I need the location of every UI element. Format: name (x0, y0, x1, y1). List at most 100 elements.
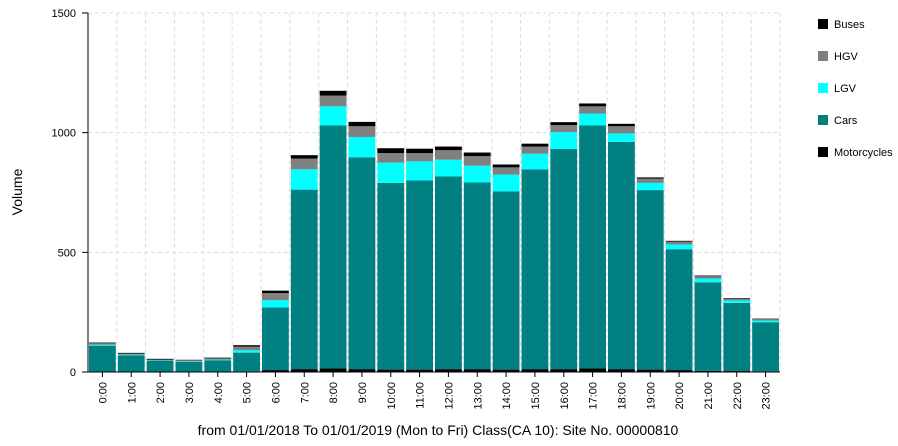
bar-segment (608, 369, 635, 372)
bar-segment (550, 125, 578, 133)
x-tick-label: 3:00 (184, 382, 196, 403)
bar-segment (694, 370, 722, 372)
x-tick-label: 1:00 (126, 382, 138, 403)
bar-segment (377, 162, 405, 183)
bar-segment (694, 276, 722, 279)
bar-segment (636, 178, 664, 183)
bar-segment (175, 360, 203, 362)
bar-segment (665, 370, 693, 372)
bar-segment (521, 369, 549, 372)
bar-segment (117, 355, 145, 372)
bar-segment (435, 146, 462, 151)
bar-segment (262, 290, 289, 294)
bar-segment (492, 167, 520, 175)
bar-segment (377, 369, 405, 372)
bar-segment (348, 369, 376, 372)
bar-segment (348, 157, 376, 370)
bar-segment (233, 345, 260, 347)
bar-segment (665, 244, 693, 250)
y-tick-label: 1000 (52, 128, 76, 140)
bar-segment (406, 369, 433, 372)
bar-segment (348, 126, 376, 137)
bar-segment (723, 302, 751, 372)
x-tick-label: 15:00 (530, 382, 542, 410)
bar-segment (521, 143, 549, 147)
legend-label: Motorcycles (834, 147, 893, 159)
x-tick-label: 9:00 (357, 382, 369, 403)
bar-segment (550, 122, 578, 126)
bar-segment (435, 150, 462, 160)
x-tick-label: 11:00 (415, 382, 427, 409)
x-tick-label: 13:00 (472, 382, 484, 410)
x-tick-label: 22:00 (732, 382, 744, 410)
bar-segment (406, 180, 433, 370)
x-tick-label: 10:00 (386, 382, 398, 410)
bar-segment (204, 360, 232, 372)
bar-segment (463, 152, 491, 157)
bar-segment (233, 350, 260, 353)
bar-segment (463, 369, 491, 372)
bar-segment (636, 369, 664, 372)
bar-segment (492, 164, 520, 168)
y-axis-label: Volume (9, 168, 25, 215)
bar-segment (492, 191, 520, 370)
x-tick-label: 21:00 (703, 382, 715, 410)
bar-segment (579, 106, 606, 114)
bar-segment (290, 369, 318, 372)
bar-segment (752, 322, 779, 372)
bar-segment (550, 369, 578, 372)
legend-swatch (818, 83, 828, 93)
bar-segment (636, 190, 664, 370)
x-tick-label: 23:00 (761, 382, 773, 410)
bar-segment (117, 353, 145, 355)
bar-segment (319, 125, 347, 369)
bar-segment (89, 342, 116, 344)
y-tick-label: 500 (58, 247, 76, 259)
subtitle: from 01/01/2018 To 01/01/2019 (Mon to Fr… (198, 422, 679, 438)
bar-segment (117, 354, 145, 356)
bar-segment (319, 95, 347, 107)
bar-segment (89, 344, 116, 346)
bar-segment (694, 282, 722, 371)
bar-segment (723, 300, 751, 303)
legend-swatch (818, 19, 828, 29)
bar-segment (406, 161, 433, 181)
bar-segment (146, 359, 174, 361)
bar-segment (117, 352, 145, 354)
bar-segment (608, 141, 635, 370)
bar-segment (579, 103, 606, 107)
bar-segment (262, 293, 289, 301)
bar-segment (521, 169, 549, 370)
bar-segment (608, 133, 635, 142)
legend-swatch (818, 115, 828, 125)
bar-segment (492, 369, 520, 372)
bar-segment (319, 90, 347, 96)
x-tick-label: 8:00 (328, 382, 340, 403)
bar-segment (492, 174, 520, 192)
x-tick-label: 7:00 (299, 382, 311, 403)
x-tick-label: 2:00 (155, 382, 167, 403)
bar-segment (262, 307, 289, 371)
x-tick-label: 4:00 (213, 382, 225, 403)
bar-segment (521, 146, 549, 154)
x-tick-label: 16:00 (559, 382, 571, 410)
x-tick-label: 20:00 (674, 382, 686, 410)
bar-segment (348, 121, 376, 127)
bar-segment (290, 189, 318, 370)
y-tick-label: 0 (70, 367, 76, 379)
bar-segment (636, 182, 664, 191)
legend-label: HGV (834, 51, 859, 63)
x-tick-label: 18:00 (616, 382, 628, 410)
x-tick-label: 0:00 (97, 382, 109, 403)
bar-segment (290, 169, 318, 190)
bar-segment (463, 182, 491, 370)
bar-segment (435, 369, 462, 372)
bar-segment (665, 241, 693, 245)
bar-segment (694, 278, 722, 283)
bar-segment (550, 132, 578, 149)
bar-segment (204, 357, 232, 359)
bar-segment (89, 343, 116, 345)
bar-segment (463, 156, 491, 166)
bar-segment (406, 148, 433, 154)
